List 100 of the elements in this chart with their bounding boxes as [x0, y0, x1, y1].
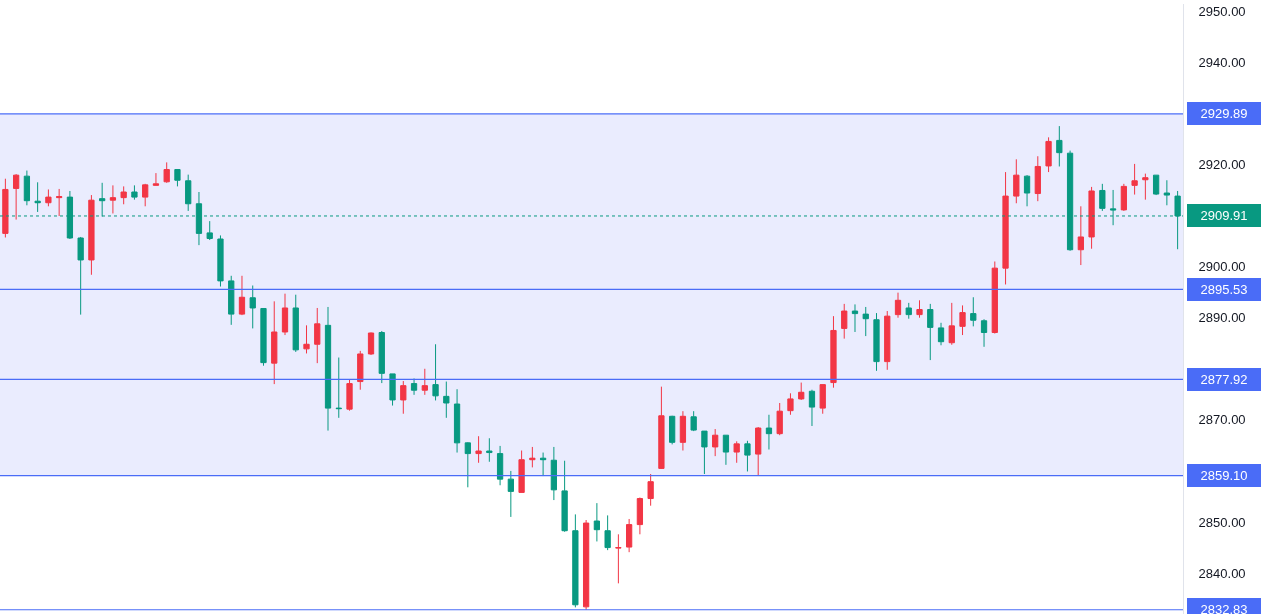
- candlestick: [1023, 174, 1031, 207]
- ref-line-label: 2895.53: [1200, 282, 1248, 297]
- candlestick: [851, 303, 859, 333]
- candlestick: [464, 441, 471, 488]
- y-tick-label: 2920.00: [1198, 156, 1246, 172]
- y-tick-label: 2840.00: [1198, 565, 1246, 581]
- ref-line-label: 2859.10: [1200, 468, 1248, 483]
- candlestick: [765, 414, 773, 450]
- candlestick: [959, 304, 966, 336]
- candlestick: [45, 188, 52, 207]
- candlestick: [669, 415, 676, 445]
- candlestick: [23, 170, 31, 206]
- candlestick: [787, 392, 794, 416]
- candlestick: [367, 332, 375, 356]
- y-tick-label: 2870.00: [1198, 412, 1246, 428]
- candlestick: [1142, 173, 1149, 201]
- ref-line-label: 2877.92: [1200, 372, 1248, 387]
- candlestick: [1088, 186, 1095, 250]
- candlestick: [357, 350, 364, 391]
- candlestick: [948, 302, 955, 346]
- ref-line-label: 2832.83: [1200, 602, 1248, 614]
- candlestick: [314, 307, 321, 364]
- candlestick: [744, 440, 751, 472]
- candlestick: [1013, 158, 1020, 204]
- candlestick: [529, 446, 536, 468]
- y-tick-label: 2890.00: [1198, 310, 1246, 326]
- candlestick: [658, 386, 665, 470]
- candlestick: [163, 161, 170, 184]
- candlestick: [819, 384, 826, 415]
- candlestick: [1131, 163, 1138, 196]
- candlestick: [185, 174, 192, 212]
- candlestick: [389, 373, 396, 407]
- candlestick: [916, 299, 923, 319]
- candlestick: [486, 437, 493, 463]
- candlestick: [572, 513, 579, 608]
- candlestick: [453, 388, 461, 454]
- candlestick: [238, 275, 246, 316]
- candlestick: [217, 234, 224, 288]
- candlestick: [77, 236, 84, 316]
- candlestick: [303, 324, 310, 354]
- candlestick: [830, 315, 837, 389]
- candlestick: [2, 178, 9, 238]
- candlestick: [884, 310, 891, 371]
- candlestick: [120, 185, 127, 205]
- candlestick: [1002, 171, 1009, 285]
- candlestick: [798, 382, 805, 401]
- candlestick: [1077, 205, 1084, 266]
- candlestick: [615, 533, 622, 584]
- candlestick: [13, 173, 20, 221]
- ref-line-label: 2929.89: [1200, 106, 1248, 121]
- candlestick: [1045, 136, 1052, 173]
- candlestick: [755, 426, 762, 476]
- candlestick: [604, 514, 611, 551]
- candlestick: [937, 322, 945, 346]
- candlestick: [980, 318, 988, 348]
- candlestick: [1152, 174, 1160, 196]
- candlestick: [626, 518, 633, 553]
- candlestick: [550, 446, 557, 501]
- candlestick: [733, 440, 740, 464]
- candlestick: [1099, 183, 1106, 212]
- y-tick-label: 2900.00: [1198, 259, 1246, 275]
- candlestick: [722, 434, 730, 466]
- candlestick: [152, 172, 160, 186]
- candlestick: [475, 435, 482, 464]
- candlestick: [1120, 183, 1127, 212]
- candlestick: [324, 306, 332, 432]
- candlestick: [421, 368, 428, 396]
- candlestick: [496, 445, 504, 486]
- candlestick: [335, 357, 342, 419]
- candlestick: [206, 220, 213, 241]
- y-tick-label: 2950.00: [1198, 3, 1246, 19]
- candlestick: [410, 377, 418, 396]
- candlestick: [712, 428, 719, 457]
- candlestick: [808, 389, 816, 427]
- candlestick: [260, 307, 267, 367]
- candlestick: [927, 303, 934, 361]
- candlestick: [518, 450, 525, 493]
- candlestick: [1056, 125, 1063, 167]
- y-tick-label: 2940.00: [1198, 54, 1246, 70]
- candlestick: [346, 379, 353, 412]
- candlestick: [249, 285, 256, 329]
- candlestick: [1163, 179, 1170, 206]
- candlestick: [281, 293, 289, 336]
- candlestick: [593, 502, 601, 542]
- candlestick: [432, 343, 439, 401]
- candlestick: [292, 294, 299, 353]
- candlestick: [690, 410, 697, 432]
- candlestick: [894, 292, 902, 319]
- candlestick: [400, 380, 407, 415]
- ref-line-label: 2909.91: [1200, 208, 1248, 223]
- candlestick: [991, 260, 998, 335]
- candlestick: [862, 306, 869, 337]
- candlestick: [56, 188, 63, 217]
- candlestick: [271, 300, 278, 385]
- candlestick: [561, 460, 568, 533]
- candlestick: [636, 497, 644, 535]
- candlestick: [776, 402, 783, 436]
- candlestick: [174, 169, 181, 187]
- candlestick: [142, 183, 149, 207]
- candlestick: [88, 194, 95, 276]
